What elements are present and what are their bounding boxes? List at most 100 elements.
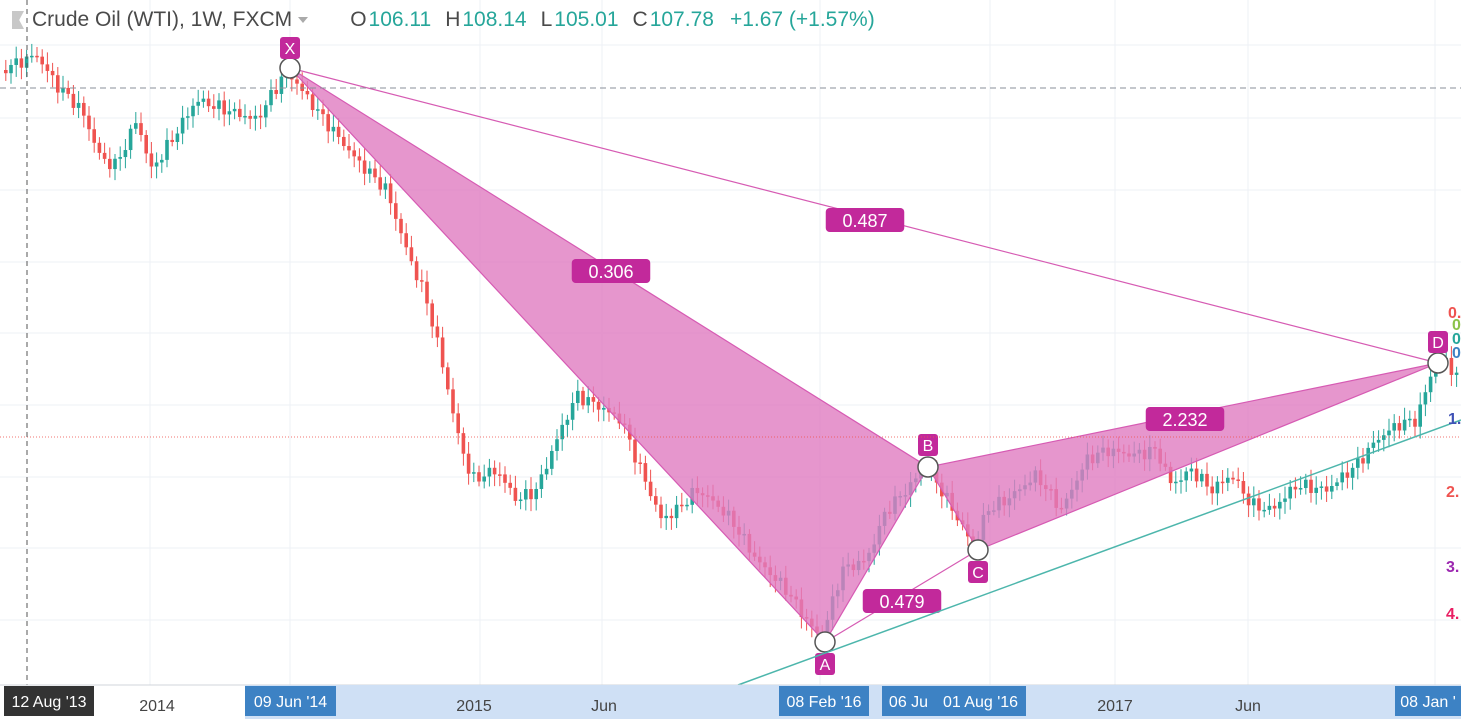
candle-up <box>243 104 247 125</box>
candle-body <box>76 102 81 108</box>
candle-body <box>581 390 585 406</box>
caret-down-icon[interactable] <box>298 17 309 23</box>
candle-up <box>9 59 13 84</box>
candle-up <box>253 105 258 131</box>
candle-body <box>539 474 544 489</box>
candle-down <box>357 148 362 173</box>
candle-down <box>108 147 112 178</box>
pattern-point-label: C <box>968 561 988 583</box>
candle-up <box>1215 476 1220 506</box>
candle-down <box>238 99 242 122</box>
candle-body <box>1408 418 1412 421</box>
right-axis-label: 0. <box>1452 331 1461 348</box>
candle-down <box>56 67 60 104</box>
candle-up <box>1283 486 1287 514</box>
pattern-point-label-text: B <box>923 438 934 455</box>
candle-up <box>175 126 180 150</box>
candle-body <box>1361 458 1365 464</box>
ratio-label-text: 0.306 <box>588 262 633 282</box>
candle-up <box>560 413 564 451</box>
candle-body <box>430 303 434 327</box>
low-label: L <box>540 8 553 31</box>
candle-body <box>19 58 24 68</box>
candle-down <box>102 142 107 164</box>
candle-body <box>383 183 388 190</box>
candle-down <box>139 112 143 142</box>
candle-up <box>1252 486 1256 518</box>
candle-body <box>633 439 637 463</box>
symbol-title[interactable]: Crude Oil (WTI), 1W, FXCM <box>32 8 293 31</box>
ratio-label-text: 0.487 <box>842 211 887 231</box>
x-axis-point-label-text: 09 Jun '14 <box>254 694 327 711</box>
candle-down <box>638 453 642 474</box>
candle-down <box>274 78 278 100</box>
candle-down <box>1205 462 1209 496</box>
x-axis-point-label-text: 06 Ju <box>889 694 928 711</box>
candle-down <box>508 474 512 495</box>
candle-body <box>477 472 481 482</box>
candle-down <box>388 173 393 215</box>
candle-body <box>66 87 70 94</box>
candle-up <box>1454 366 1459 387</box>
pattern-point-label-text: A <box>820 657 831 674</box>
candle-down <box>336 118 341 145</box>
candle-down <box>648 469 653 501</box>
candle-body <box>1293 486 1298 490</box>
candle-up <box>118 146 122 171</box>
candle-down <box>222 91 226 127</box>
candle-down <box>680 492 684 513</box>
candle-up <box>544 457 549 480</box>
candle-body <box>1246 493 1251 506</box>
candle-body <box>71 93 76 108</box>
candle-body <box>253 115 258 119</box>
candle-body <box>399 218 403 234</box>
flag-icon[interactable] <box>12 11 24 29</box>
candle-up <box>123 138 128 169</box>
candle-down <box>97 137 102 160</box>
candle-body <box>134 123 138 129</box>
candle-body <box>1304 479 1308 489</box>
candle-body <box>347 146 351 151</box>
candle-body <box>550 450 554 469</box>
candle-up <box>586 386 590 414</box>
candle-body <box>331 126 336 132</box>
candle-body <box>1319 486 1324 488</box>
candle-body <box>570 403 575 420</box>
candle-up <box>1262 501 1266 518</box>
pattern-point-label-bg <box>280 37 300 59</box>
candle-body <box>591 397 596 402</box>
candle-down <box>1345 461 1350 489</box>
candle-down <box>446 362 450 395</box>
candle-down <box>1413 410 1417 437</box>
candle-up <box>1340 461 1344 491</box>
pattern-point-handle <box>1427 352 1449 374</box>
x-axis-tick-label: Jun <box>1235 698 1261 715</box>
candle-body <box>529 489 533 500</box>
candle-down <box>170 130 174 147</box>
candle-body <box>352 150 356 157</box>
candle-up <box>1376 430 1381 452</box>
candle-down <box>440 326 445 374</box>
x-axis-tick-label: 2017 <box>1097 698 1133 715</box>
candle-body <box>669 515 674 519</box>
pattern-point-handle <box>814 631 836 653</box>
candle-body <box>118 157 122 159</box>
candle-body <box>1288 486 1292 499</box>
candle-body <box>1387 430 1391 436</box>
candle-body <box>1189 468 1194 472</box>
candle-body <box>108 158 112 170</box>
candle-up <box>1314 476 1318 505</box>
candle-up <box>232 102 237 120</box>
candle-body <box>4 70 8 74</box>
candle-up <box>331 114 336 142</box>
candle-body <box>1252 498 1256 506</box>
candle-body <box>513 487 518 501</box>
candle-down <box>378 165 382 196</box>
candle-body <box>498 474 502 476</box>
candle-body <box>9 64 13 74</box>
candle-body <box>1179 480 1183 482</box>
right-axis-label: 0. <box>1448 305 1461 322</box>
candle-down <box>1194 457 1199 488</box>
